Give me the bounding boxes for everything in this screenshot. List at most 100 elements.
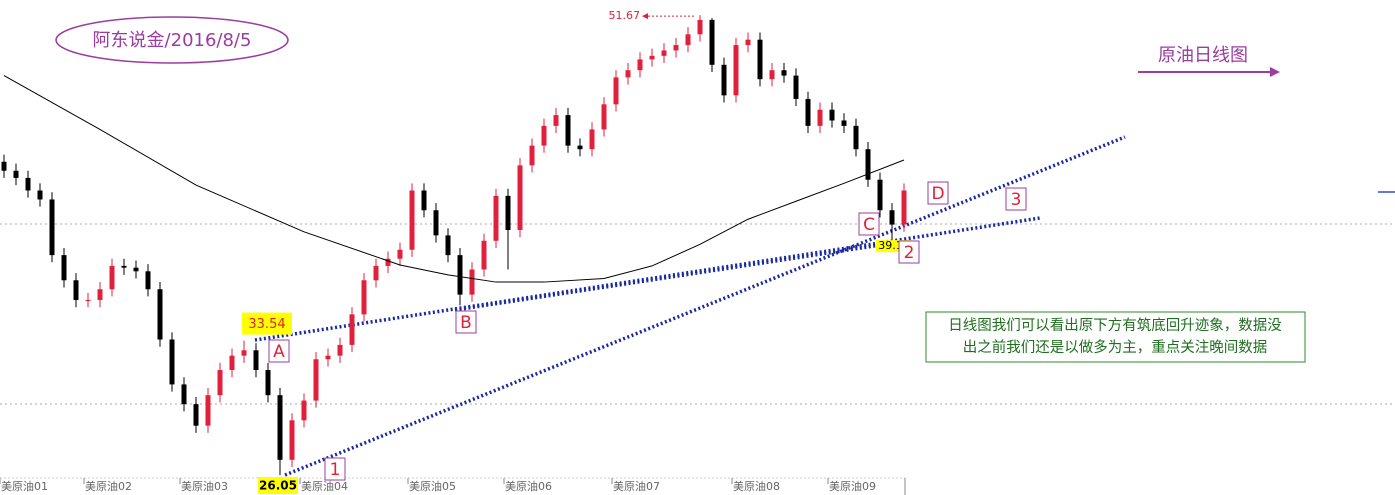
- candle-body: [757, 39, 763, 80]
- candle-body: [73, 280, 79, 301]
- candle-body: [553, 115, 559, 126]
- x-tick-label: 美原油07: [613, 479, 660, 493]
- x-tick-label: 美原油04: [301, 479, 348, 493]
- point-label: D: [931, 184, 944, 204]
- candle-body: [565, 115, 571, 146]
- candle-body: [121, 265, 127, 268]
- x-tick-label: 美原油06: [505, 479, 552, 493]
- candle-body: [289, 420, 295, 460]
- candle-body: [433, 210, 439, 236]
- candle-body: [1, 161, 7, 171]
- candle-body: [361, 280, 367, 315]
- candle-body: [601, 104, 607, 130]
- candle-body: [577, 145, 583, 150]
- candle-body: [661, 50, 667, 56]
- point-label: 1: [330, 460, 341, 480]
- candle-body: [901, 190, 907, 225]
- note-box: [925, 311, 1306, 363]
- point-label: 3: [1011, 190, 1022, 210]
- candle-body: [685, 34, 691, 46]
- candle-body: [145, 271, 151, 290]
- chart-subtitle: 原油日线图: [1158, 45, 1248, 66]
- candle-body: [505, 195, 511, 230]
- candle-body: [853, 125, 859, 150]
- candle-body: [109, 265, 115, 290]
- candle-body: [253, 350, 259, 371]
- candle-body: [313, 359, 319, 401]
- candle-body: [85, 300, 91, 302]
- candle-body: [841, 120, 847, 126]
- candle-body: [373, 265, 379, 281]
- candle-body: [25, 177, 31, 191]
- price-label: 51.67: [609, 9, 641, 22]
- candle-body: [133, 267, 139, 272]
- candle-body: [13, 170, 19, 178]
- candle-body: [301, 400, 307, 421]
- candle-body: [97, 289, 103, 301]
- candle-body: [37, 190, 43, 200]
- price-arrowhead: [642, 13, 648, 20]
- candle-body: [517, 165, 523, 230]
- candle-body: [637, 59, 643, 71]
- price-label-bg: [242, 312, 292, 335]
- candle-body: [709, 19, 715, 65]
- x-tick-label: 美原油02: [85, 479, 132, 493]
- title-ellipse: [55, 16, 289, 64]
- candle-body: [769, 70, 775, 80]
- x-tick-label: 美原油05: [409, 479, 456, 493]
- candle-body: [493, 195, 499, 241]
- candle-body: [625, 70, 631, 78]
- candle-body: [589, 129, 595, 150]
- point-label-box: [268, 339, 290, 363]
- candle-body: [61, 255, 67, 281]
- trend-line: [284, 135, 1126, 477]
- candle-body: [481, 240, 487, 270]
- candle-body: [349, 314, 355, 345]
- candle-body: [613, 77, 619, 105]
- x-tick-label: 美原油01: [1, 479, 48, 493]
- point-label-box: [927, 181, 949, 205]
- candle-body: [529, 145, 535, 166]
- price-label: 33.54: [248, 317, 285, 332]
- candle-body: [733, 45, 739, 96]
- note-text: 日线图我们可以看出原下方有筑底回升迹象，数据没: [948, 317, 1282, 334]
- candle-body: [877, 179, 883, 211]
- point-label: B: [460, 313, 472, 333]
- candle-body: [469, 269, 475, 295]
- candle-body: [865, 149, 871, 180]
- candle-body: [277, 395, 283, 460]
- candle-body: [673, 45, 679, 51]
- price-label-bg: [258, 477, 298, 495]
- point-label-box: [455, 310, 477, 334]
- note-text: 出之前我们还是以做多为主，重点关注晚间数据: [963, 339, 1268, 356]
- candle-body: [157, 289, 163, 340]
- candle-body: [337, 344, 343, 356]
- candle-body: [265, 370, 271, 396]
- candle-body: [829, 109, 835, 121]
- point-label: C: [863, 215, 875, 235]
- candle-body: [781, 70, 787, 76]
- candle-body: [169, 339, 175, 385]
- candle-body: [817, 109, 823, 126]
- candle-body: [445, 235, 451, 256]
- point-label-box: [898, 240, 920, 264]
- candle-body: [205, 395, 211, 426]
- moving-average: [3, 75, 905, 283]
- point-label-box: [324, 457, 346, 481]
- candle-body: [49, 199, 55, 256]
- point-label: A: [273, 342, 285, 362]
- chart-title: 阿东说金/2016/8/5: [93, 30, 252, 51]
- x-tick-label: 美原油08: [733, 479, 780, 493]
- x-tick-label: 美原油09: [829, 479, 876, 493]
- candle-body: [541, 125, 547, 146]
- point-label-box: [858, 212, 880, 236]
- candle-body: [457, 255, 463, 295]
- x-tick-label: 美原油03: [181, 479, 228, 493]
- point-label-box: [1005, 187, 1027, 211]
- candle-body: [889, 210, 895, 225]
- candle-body: [397, 249, 403, 259]
- candle-body: [193, 404, 199, 426]
- trend-line: [454, 240, 901, 312]
